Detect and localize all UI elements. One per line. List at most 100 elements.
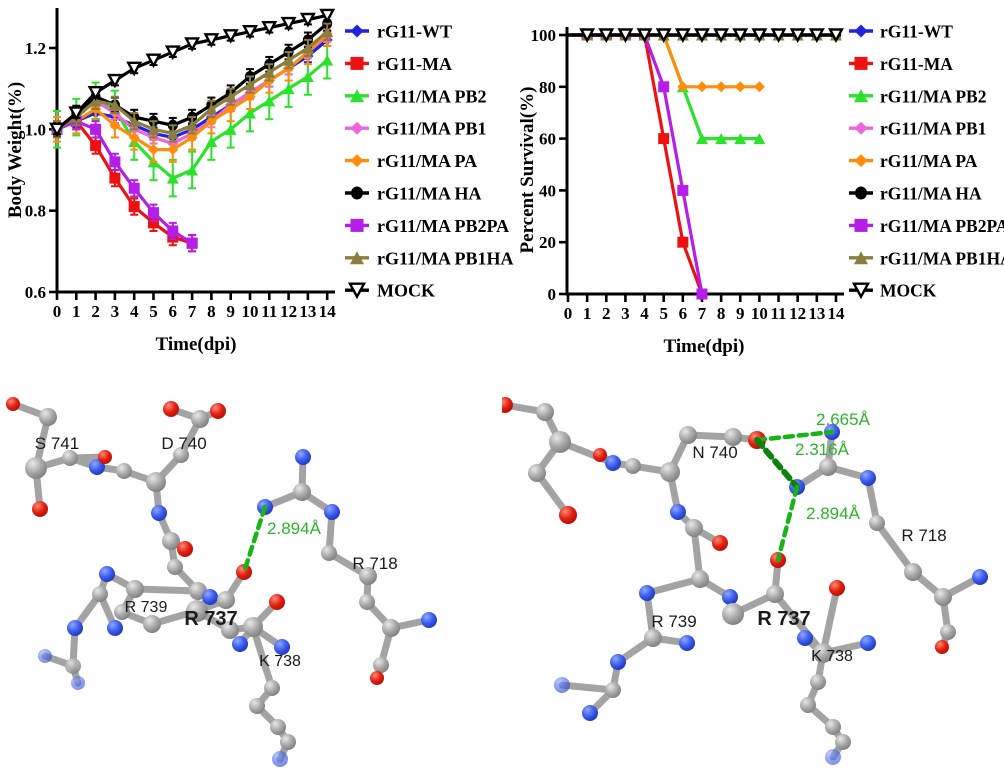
legend-item-rG11-MA-PB2: rG11/MA PB2 (345, 86, 487, 106)
marker-tri-down-open-icon (789, 28, 806, 44)
atom-c (167, 559, 183, 575)
x-tick-label: 1 (583, 304, 592, 323)
marker-circle-icon (855, 186, 867, 200)
marker-square-icon (658, 81, 670, 93)
marker-triangle-icon (853, 251, 869, 265)
marker-triangle-icon (224, 91, 237, 103)
x-tick-label: 11 (261, 302, 277, 321)
atom-o (32, 501, 48, 517)
hydrogen-bonds: 2.665Å 2.316Å 2.894Å (754, 410, 871, 563)
molecule-left-structure: 2.894Å S 741 D 740 R 739 R 737 K 738 R 718 (6, 397, 437, 767)
x-axis-title: Time(dpi) (664, 336, 745, 357)
y-axis-title: Percent Survival(%) (520, 87, 538, 254)
marker-diamond-icon (854, 24, 868, 38)
atom-o (559, 506, 577, 524)
marker-square-icon (350, 218, 364, 232)
marker-triangle-icon (244, 107, 256, 119)
marker-triangle-icon (147, 123, 160, 135)
legend-item-rG11-MA: rG11-MA (849, 54, 953, 74)
marker-tri-down-open-icon (49, 122, 65, 138)
hbond-distance-label: 2.894Å (267, 519, 322, 538)
atom-n (679, 635, 695, 651)
atom-c (819, 458, 837, 476)
legend-item-MOCK: MOCK (849, 281, 937, 301)
marker-square-icon (148, 217, 159, 229)
atom-c (321, 545, 337, 561)
legend-item-rG11-MA-PB2PA: rG11/MA PB2PA (849, 216, 1004, 236)
marker-tri-down-open-icon (851, 282, 871, 300)
x-tick-label: 8 (717, 304, 726, 323)
atom-o (98, 450, 112, 464)
marker-tri-down-open-icon (164, 45, 181, 61)
atom-n (670, 504, 686, 520)
atom-n (797, 630, 813, 646)
atom-c (162, 532, 180, 550)
marker-tri-down-open-icon (242, 25, 258, 40)
marker-diamond-icon (244, 91, 256, 103)
series-MOCK (568, 28, 844, 44)
legend-item-rG11-MA-PB1: rG11/MA PB1 (849, 119, 986, 139)
marker-tri-down-open-icon (126, 61, 143, 77)
marker-triangle-icon (89, 95, 102, 107)
atom-n (89, 459, 105, 475)
y-tick-label: 80 (539, 78, 556, 97)
marker-triangle-icon (128, 115, 141, 127)
atom-c (114, 604, 130, 620)
atom-c (766, 585, 784, 603)
marker-diamond-icon (109, 119, 121, 131)
marker-triangle-icon (349, 89, 365, 103)
atom-n (274, 639, 290, 655)
atom-o (163, 401, 179, 417)
marker-diamond-icon (205, 115, 217, 127)
marker-triangle-icon (753, 133, 766, 145)
atom-c (264, 680, 280, 696)
atom-o (935, 640, 949, 654)
atom-n (860, 470, 876, 486)
atom-c (173, 447, 189, 463)
marker-square-icon (90, 123, 102, 135)
hydrogen-bonds: 2.894Å (241, 504, 322, 575)
legend-item-MOCK: MOCK (345, 281, 435, 301)
residue-label: K 738 (259, 653, 301, 670)
legend-item-rG11-MA-HA: rG11/MA HA (849, 184, 982, 204)
marker-diamond-icon (677, 81, 689, 93)
marker-triangle-icon (734, 133, 747, 145)
atom-n (639, 585, 655, 601)
marker-diamond-icon (696, 81, 708, 93)
legend-item-rG11-MA-PA: rG11/MA PA (345, 151, 477, 171)
atom-c (605, 682, 621, 698)
x-tick-label: 14 (319, 302, 337, 321)
marker-square-icon (109, 172, 121, 184)
hbond-dashed-line (754, 429, 835, 443)
marker-diamond-icon (854, 121, 868, 135)
marker-square-icon (186, 237, 198, 249)
atom-c (92, 586, 108, 602)
atom-c (722, 603, 744, 625)
marker-square-icon (90, 140, 102, 152)
legend-item-rG11-MA-PB2: rG11/MA PB2 (849, 86, 986, 106)
atom-c (359, 594, 375, 610)
marker-triangle-icon (263, 95, 276, 107)
marker-tri-down-open-icon (617, 28, 634, 44)
atom-c (186, 600, 208, 622)
molecule-right-structure: 2.665Å 2.316Å 2.894Å N 740 R 739 R 737 K 738 R … (502, 397, 988, 765)
marker-square-icon (148, 207, 159, 219)
atom-n (71, 676, 85, 690)
y-tick-label: 1.2 (25, 39, 46, 58)
series-rG11-MA-PB2PA (568, 29, 708, 300)
marker-triangle-icon (321, 26, 334, 38)
marker-tri-down-open-icon (636, 28, 653, 44)
marker-diamond-icon (350, 154, 364, 168)
marker-triangle-icon (244, 79, 256, 91)
residue-labels: N 740 R 739 R 737 K 738 R 718 (651, 443, 946, 665)
atom-c (691, 570, 709, 588)
marker-diamond-icon (854, 154, 868, 168)
x-tick-label: 12 (789, 304, 806, 323)
marker-square-icon (350, 56, 364, 70)
hbond-distance-label: 2.316Å (795, 440, 850, 459)
marker-tri-down-open-icon (694, 28, 710, 44)
atom-n (232, 636, 248, 652)
y-tick-label: 20 (539, 233, 556, 252)
x-tick-label: 8 (207, 302, 216, 321)
marker-tri-down-open-icon (732, 28, 749, 44)
